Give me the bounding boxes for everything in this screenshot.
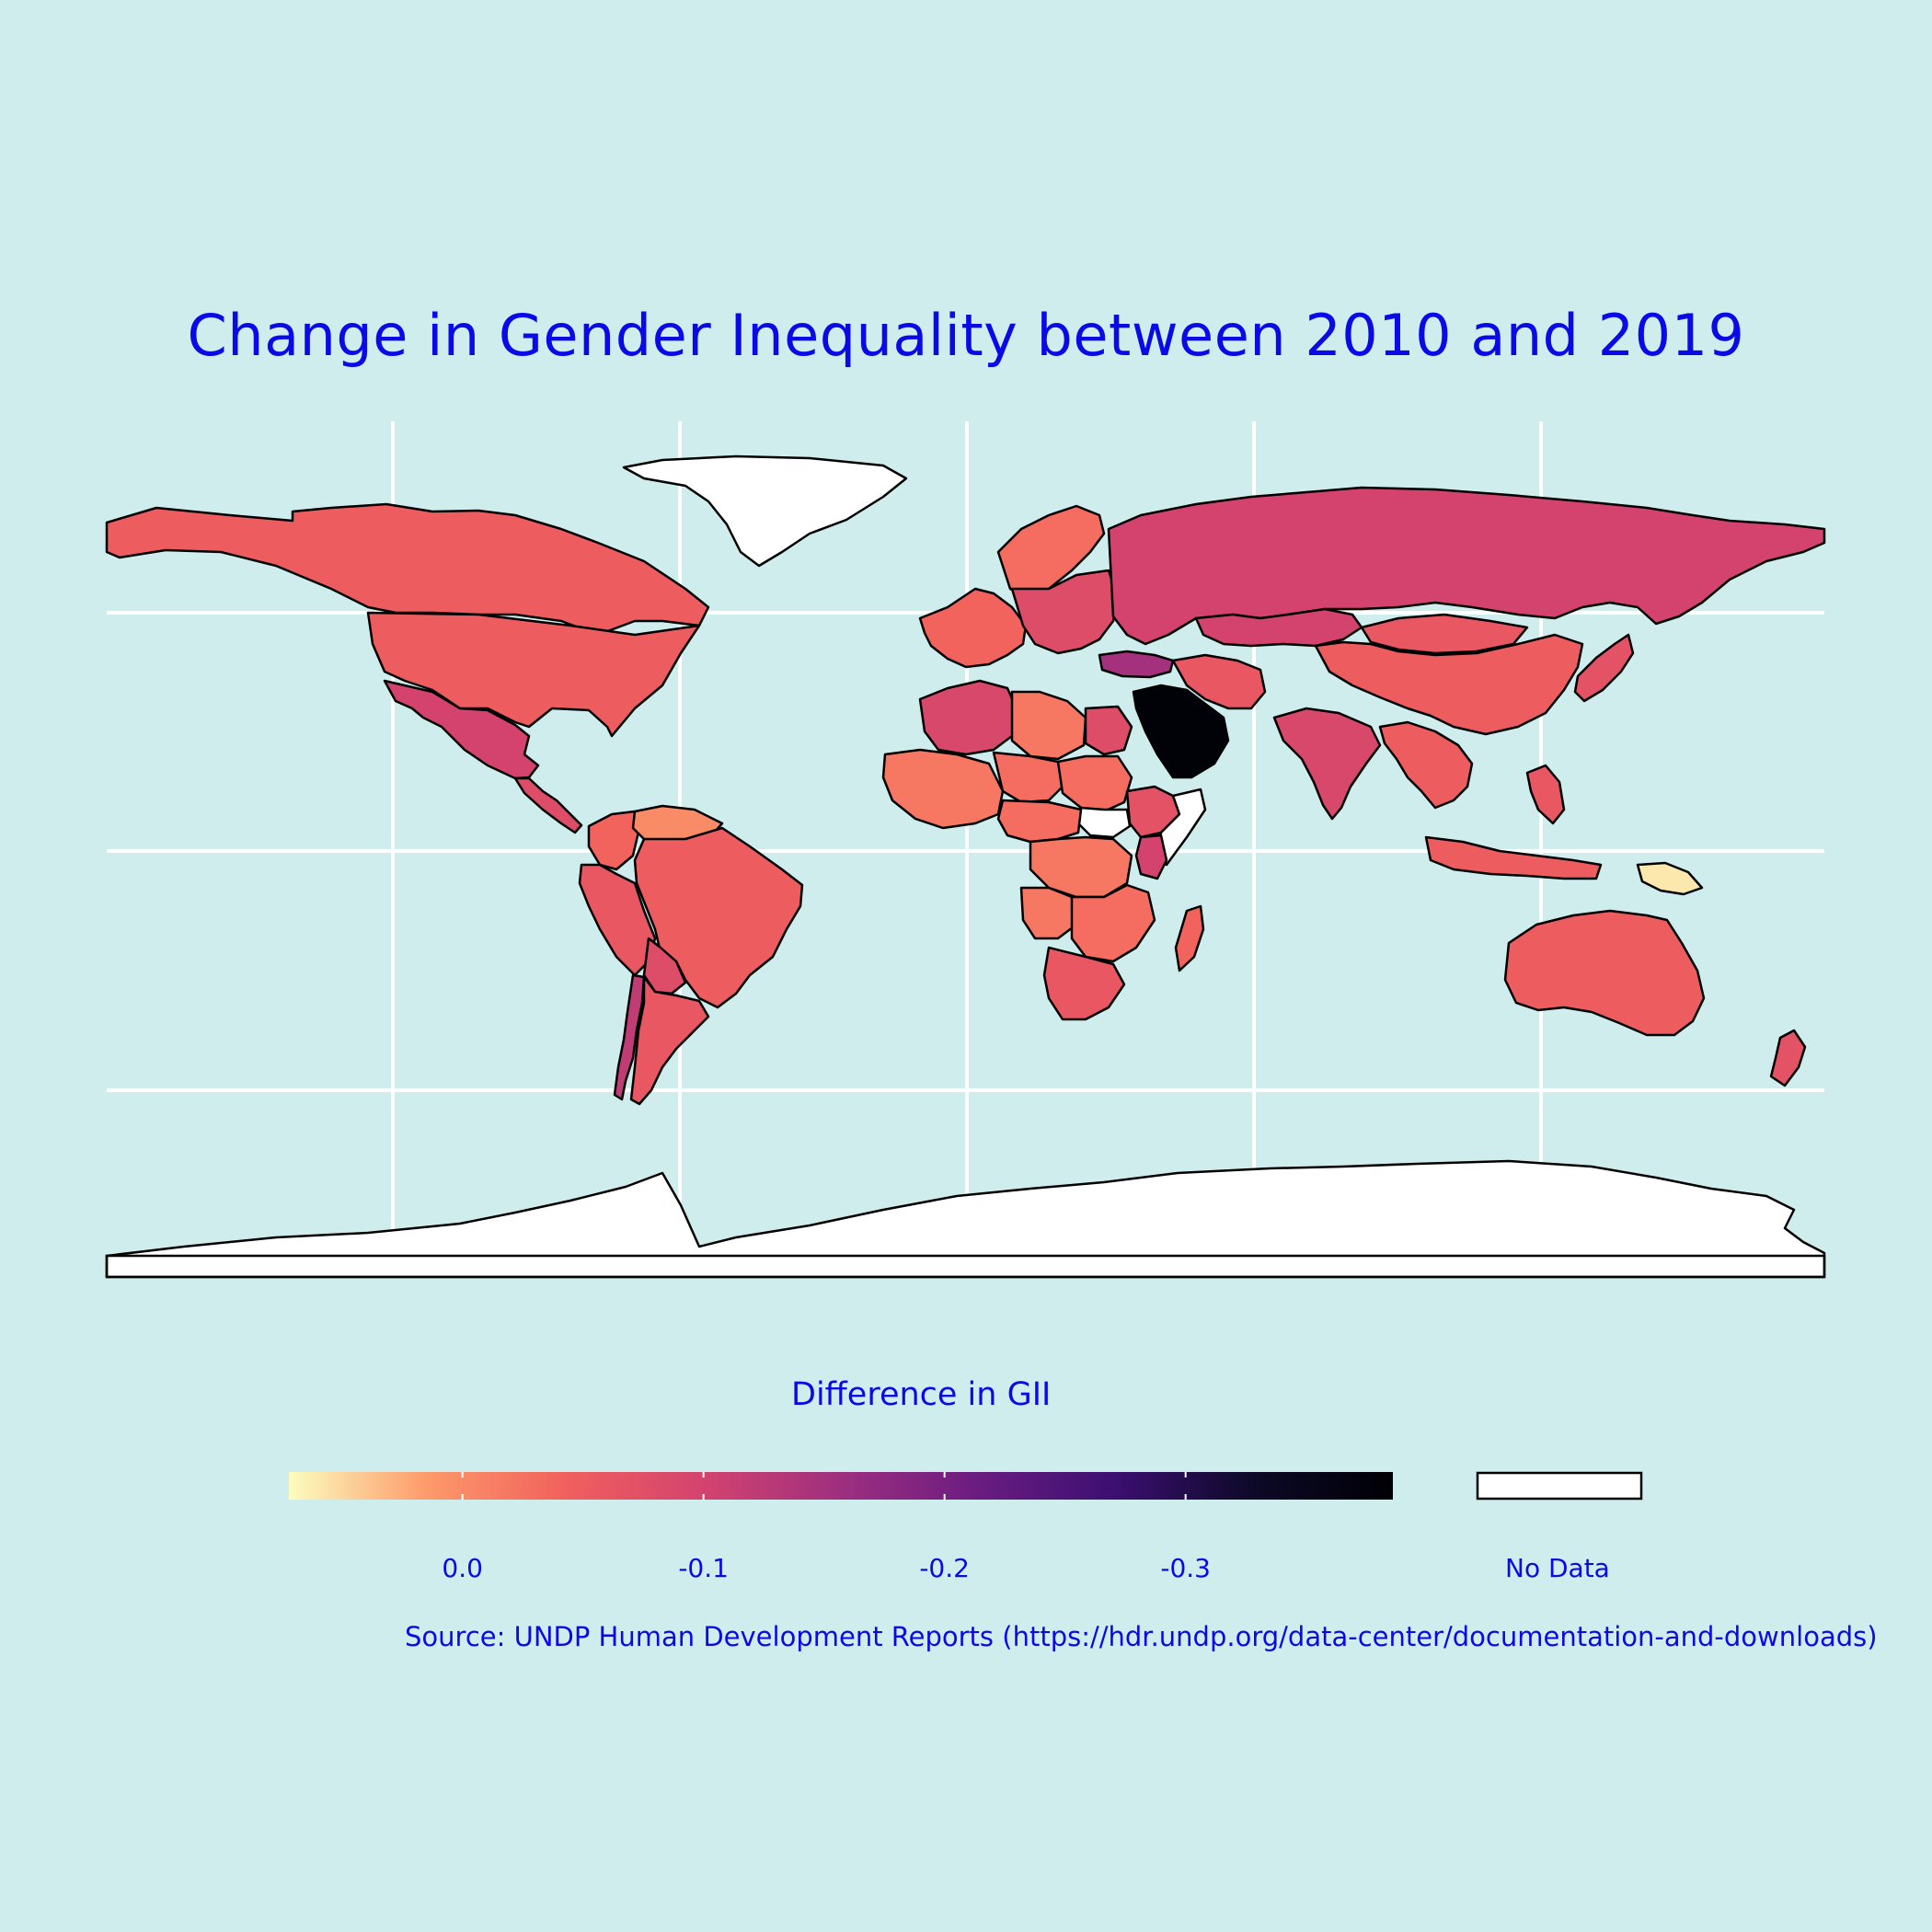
region-eastern-europe: Eastern Europe bbox=[1010, 569, 1120, 655]
region-papua-new-guinea: Papua New Guinea bbox=[1636, 861, 1704, 896]
region-west-africa: West Africa bbox=[881, 748, 1005, 830]
region-india: India bbox=[1272, 707, 1382, 821]
region-turkey: Turkey bbox=[1098, 650, 1175, 679]
legend-nodata-label: No Data bbox=[1505, 1553, 1610, 1583]
region-libya: Libya bbox=[1010, 690, 1087, 761]
region-dr-congo: DR Congo bbox=[1029, 835, 1133, 899]
region-indonesia: Indonesia bbox=[1424, 835, 1603, 880]
region-japan: Japan bbox=[1573, 633, 1635, 703]
legend-nodata-swatch bbox=[1476, 1471, 1643, 1501]
region-antarctica: Antarctica bbox=[105, 1159, 1826, 1279]
region-sudan: Sudan bbox=[1056, 754, 1133, 813]
region-angola: Angola bbox=[1019, 886, 1078, 940]
region-china: China bbox=[1314, 633, 1584, 736]
region-north-africa: North Africa bbox=[918, 679, 1018, 756]
legend-tick-1: -0.1 bbox=[678, 1553, 729, 1583]
source-caption: Source: UNDP Human Development Reports (… bbox=[405, 1621, 1878, 1652]
region-egypt: Egypt bbox=[1084, 705, 1133, 756]
region-central-america: Central America bbox=[513, 776, 583, 834]
region-kenya: Kenya bbox=[1134, 834, 1168, 880]
region-australia: Australia bbox=[1503, 909, 1706, 1037]
region-south-sudan: South Sudan bbox=[1076, 806, 1132, 839]
legend-tick-2: -0.2 bbox=[919, 1553, 970, 1583]
antarctica-frame bbox=[105, 1254, 1826, 1279]
region-chile: Chile bbox=[613, 973, 646, 1101]
legend-colorbar bbox=[289, 1472, 1393, 1500]
region-united-states: United States bbox=[366, 611, 701, 738]
region-south-africa: South Africa bbox=[1042, 946, 1126, 1021]
region-somalia: Somalia bbox=[1153, 788, 1207, 867]
region-saudi-arabia: Saudi Arabia bbox=[1132, 684, 1230, 779]
region-western-europe: Western Europe bbox=[918, 587, 1028, 669]
region-madagascar: Madagascar bbox=[1174, 904, 1205, 972]
region-argentina: Argentina bbox=[629, 975, 710, 1106]
region-colombia: Colombia bbox=[587, 810, 641, 871]
region-niger: Niger bbox=[992, 751, 1064, 804]
countries: CanadaUnited StatesMexicoCentral America… bbox=[105, 454, 1826, 1279]
region-brazil: Brazil bbox=[633, 826, 804, 1009]
region-greenland: Greenland bbox=[622, 454, 908, 568]
region-southern-africa: Southern Africa bbox=[1070, 883, 1156, 963]
region-central-africa: Central Africa bbox=[996, 799, 1083, 844]
region-canada: Canada bbox=[105, 502, 710, 637]
region-southeast-asia: Southeast Asia bbox=[1378, 720, 1474, 810]
chart-title: Change in Gender Inequality between 2010… bbox=[187, 302, 1745, 369]
region-philippines: Philippines bbox=[1525, 764, 1566, 825]
legend-title: Difference in GII bbox=[791, 1376, 1052, 1413]
region-iran: Iran bbox=[1171, 653, 1267, 710]
legend-tick-0: 0.0 bbox=[442, 1553, 483, 1583]
region-new-zealand: New Zealand bbox=[1769, 1029, 1807, 1087]
region-kazakhstan: Kazakhstan bbox=[1194, 607, 1363, 648]
legend-tick-3: -0.3 bbox=[1160, 1553, 1211, 1583]
